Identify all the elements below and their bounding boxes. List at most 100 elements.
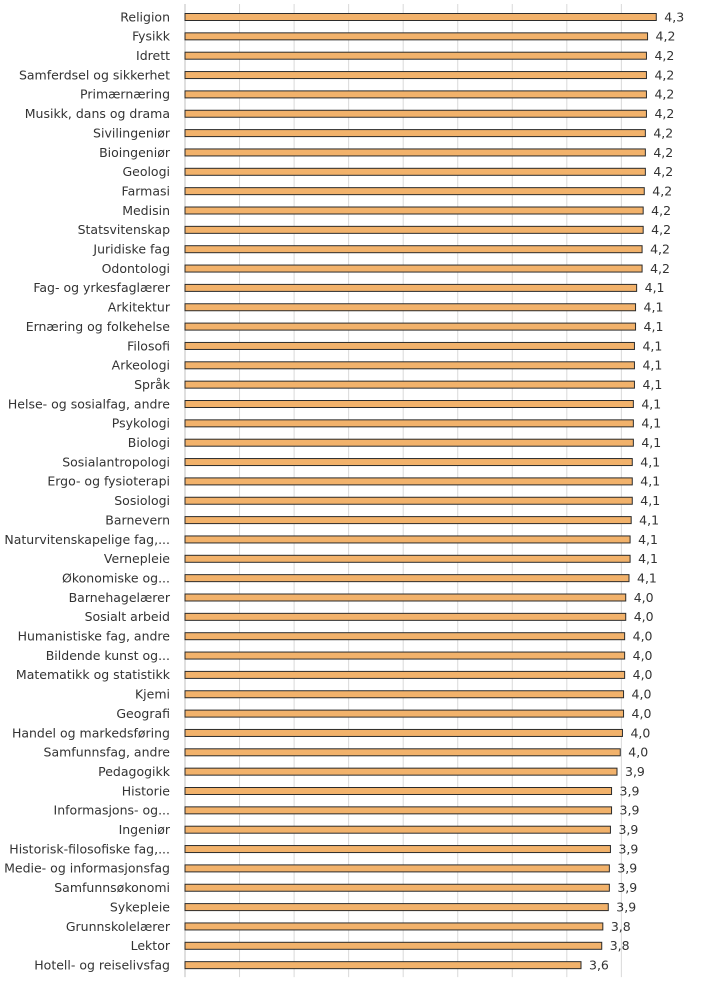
category-label: Primærnæring <box>80 87 170 102</box>
category-label: Ingeniør <box>119 822 171 837</box>
category-label: Kjemi <box>135 687 170 702</box>
bar <box>184 670 626 679</box>
category-label: Historisk-filosofiske fag,... <box>9 841 170 856</box>
value-label: 4,1 <box>642 377 662 392</box>
value-label: 4,0 <box>632 687 652 702</box>
bar <box>184 187 645 196</box>
label-layer: Religion 4,3 Fysikk 4,2 Idrett 4,2 Samferdsel … <box>4 9 684 972</box>
category-label: Musikk, dans og drama <box>25 106 170 121</box>
bar <box>184 225 644 234</box>
category-label: Sykepleie <box>110 899 170 914</box>
grid-layer <box>184 4 622 978</box>
bar <box>184 845 611 854</box>
value-label: 4,0 <box>633 629 653 644</box>
bar <box>184 864 610 873</box>
category-label: Idrett <box>136 48 170 63</box>
value-label: 3,9 <box>620 783 640 798</box>
value-label: 4,1 <box>642 338 662 353</box>
category-label: Medie- og informasjonsfag <box>4 861 170 876</box>
value-label: 4,1 <box>638 532 658 547</box>
bar <box>184 283 638 292</box>
bar <box>184 554 631 563</box>
category-label: Biologi <box>128 435 170 450</box>
value-label: 4,0 <box>632 706 652 721</box>
bar <box>184 806 613 815</box>
value-label: 4,0 <box>634 590 654 605</box>
value-label: 4,2 <box>654 106 674 121</box>
bar-layer <box>184 13 657 970</box>
value-label: 3,8 <box>611 919 631 934</box>
bar <box>184 148 646 157</box>
bar <box>184 496 633 505</box>
category-label: Sosialt arbeid <box>85 609 170 624</box>
bar <box>184 961 582 970</box>
bar <box>184 51 647 60</box>
bar <box>184 787 613 795</box>
value-label: 3,9 <box>620 803 640 818</box>
bar <box>184 206 644 215</box>
value-label: 4,2 <box>653 125 673 140</box>
category-label: Bioingeniør <box>99 145 171 160</box>
category-label: Ernæring og folkehelse <box>26 319 171 334</box>
category-label: Matematikk og statistikk <box>16 667 171 682</box>
bar <box>184 922 604 931</box>
bar <box>184 477 633 486</box>
value-label: 3,9 <box>617 861 637 876</box>
category-label: Handel og markedsføring <box>12 725 170 740</box>
category-label: Medisin <box>122 203 170 218</box>
bar <box>184 438 634 447</box>
bar <box>184 264 643 273</box>
bar <box>184 903 609 912</box>
value-label: 4,0 <box>628 745 648 760</box>
category-label: Informasjons- og... <box>54 803 170 818</box>
category-label: Vernepleie <box>104 551 170 566</box>
category-label: Juridiske fag <box>92 242 170 257</box>
value-label: 4,1 <box>640 454 660 469</box>
value-label: 4,1 <box>640 493 660 508</box>
category-label: Samferdsel og sikkerhet <box>19 67 170 82</box>
bar <box>184 419 634 428</box>
bar <box>184 245 643 254</box>
bar <box>184 32 649 41</box>
category-label: Geologi <box>122 164 170 179</box>
bar <box>184 341 635 350</box>
bar <box>184 303 637 312</box>
category-label: Odontologi <box>102 261 170 276</box>
value-label: 3,6 <box>589 957 609 972</box>
category-label: Språk <box>134 377 171 392</box>
bar <box>184 13 657 21</box>
bar <box>184 516 632 525</box>
value-label: 4,1 <box>638 551 658 566</box>
category-label: Barnehagelærer <box>69 590 171 605</box>
bar <box>184 651 626 660</box>
value-label: 4,2 <box>654 87 674 102</box>
category-label: Humanistiske fag, andre <box>18 629 171 644</box>
value-label: 4,1 <box>639 512 659 527</box>
bar <box>184 748 621 757</box>
value-label: 4,1 <box>644 319 664 334</box>
bar <box>184 709 625 718</box>
category-label: Fysikk <box>132 29 171 44</box>
value-label: 3,9 <box>618 841 638 856</box>
category-label: Sosiologi <box>114 493 170 508</box>
value-label: 4,1 <box>640 474 660 489</box>
bar <box>184 535 631 544</box>
category-label: Arkitektur <box>108 300 171 315</box>
value-label: 3,9 <box>625 764 645 779</box>
value-label: 4,2 <box>650 261 670 276</box>
value-label: 4,1 <box>642 358 662 373</box>
category-label: Psykologi <box>112 416 170 431</box>
category-label: Bildende kunst og... <box>46 648 170 663</box>
bar <box>184 825 611 834</box>
value-label: 4,2 <box>651 203 671 218</box>
value-label: 4,1 <box>644 300 664 315</box>
value-label: 4,2 <box>651 222 671 237</box>
category-label: Økonomiske og... <box>62 570 170 585</box>
bar <box>184 109 647 118</box>
value-label: 3,9 <box>618 822 638 837</box>
bar <box>184 167 646 176</box>
category-label: Farmasi <box>122 183 170 198</box>
value-label: 3,9 <box>616 899 636 914</box>
bar <box>184 71 647 80</box>
